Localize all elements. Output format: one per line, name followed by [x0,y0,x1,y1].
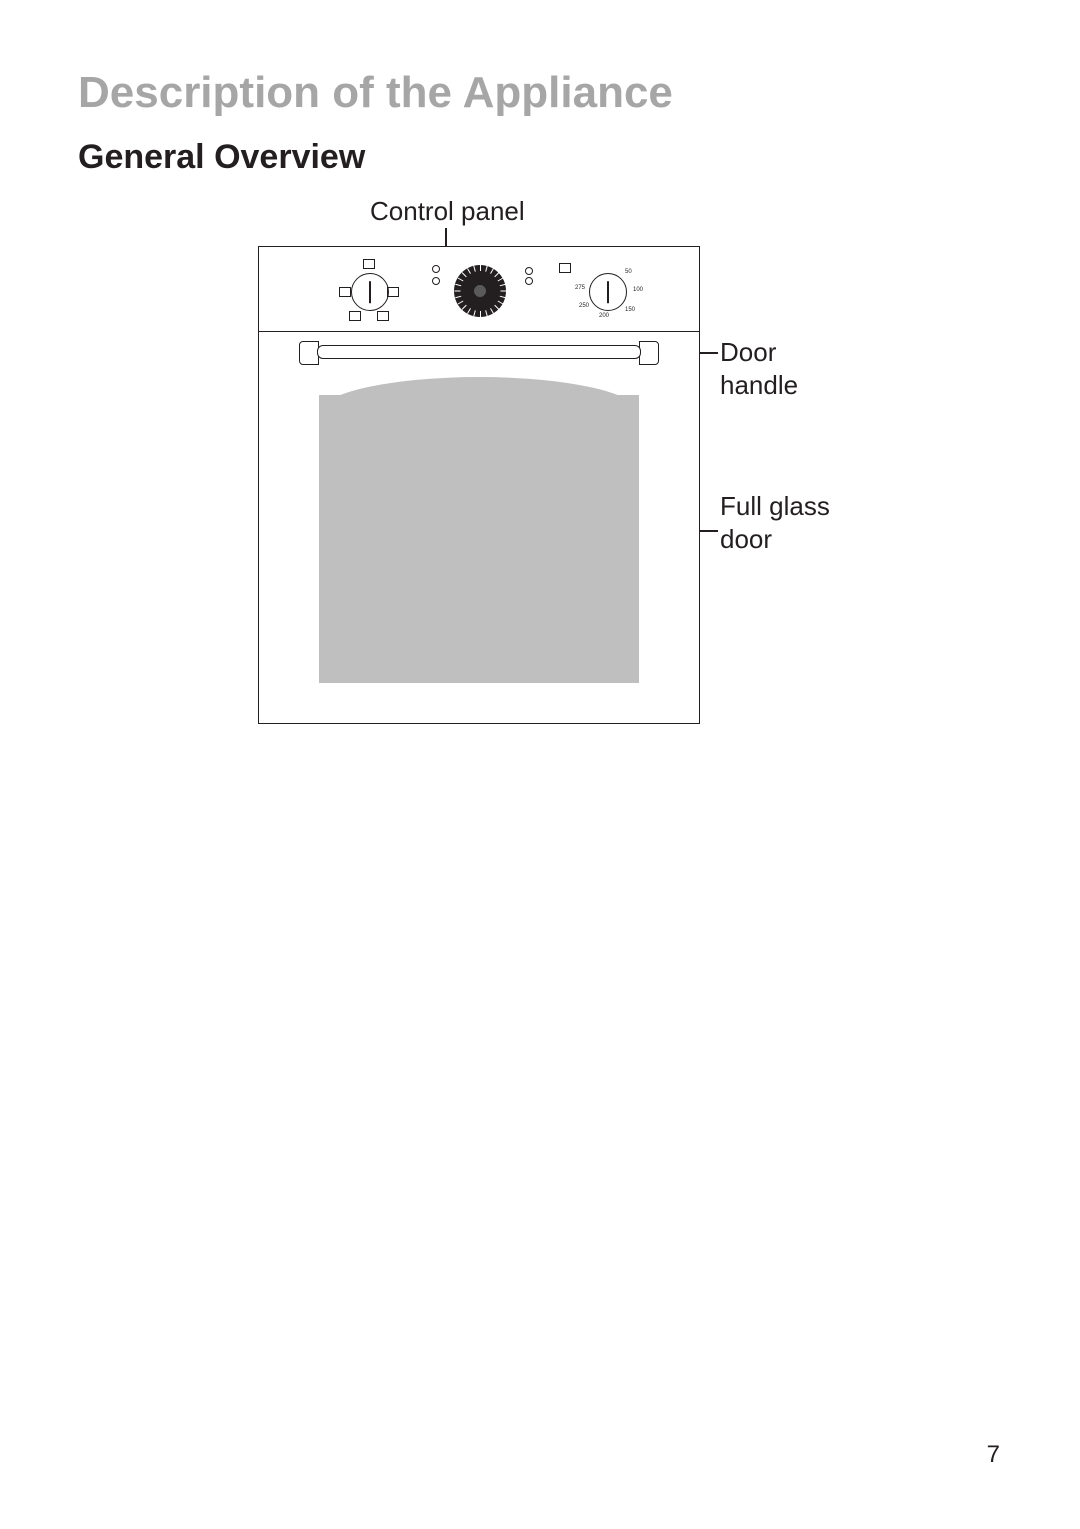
indicator-led [432,265,440,273]
timer-tick [494,272,499,277]
temp-tick-label: 50 [625,269,632,275]
mode-icon [377,311,389,321]
knob-pointer [607,281,609,303]
callout-door-handle: Door handle [720,336,798,401]
handle-bracket-right [639,341,659,365]
timer-tick [462,305,467,310]
mode-icon [387,287,399,297]
callout-door-handle-line1: Door [720,337,776,367]
control-panel-divider [259,331,699,332]
timer-tick [473,266,476,272]
temp-tick-label: 150 [625,307,635,313]
mode-icon [339,287,351,297]
timer-tick [462,272,467,277]
function-knob [351,273,389,311]
timer-tick [498,278,504,282]
timer-tick [485,310,488,316]
temp-tick-label: 250 [579,303,589,309]
page-title: Description of the Appliance [78,68,673,118]
oven-diagram: 50 100 150 200 250 275 [258,246,700,724]
glass-door [319,395,639,683]
indicator-led [525,277,533,285]
callout-full-glass-line2: door [720,524,772,554]
temp-tick-label: 100 [633,287,643,293]
mode-icon [363,259,375,269]
timer-tick [490,308,494,314]
page-number: 7 [987,1441,1000,1469]
indicator-led [432,277,440,285]
manual-page: Description of the Appliance General Ove… [0,0,1080,1529]
thermostat-icon [559,263,571,273]
timer-tick [500,284,506,287]
section-heading: General Overview [78,138,365,177]
timer-tick [458,278,464,282]
timer-tick [498,301,504,305]
timer-tick [490,268,494,274]
timer-dial [454,265,506,317]
timer-tick [494,305,499,310]
handle-bar [317,345,641,359]
timer-ticks [454,265,506,317]
timer-tick [467,268,471,274]
mode-icon [349,311,361,321]
timer-tick [473,310,476,316]
timer-tick [455,291,461,292]
callout-door-handle-line2: handle [720,370,798,400]
callout-control-panel: Control panel [370,195,525,228]
timer-tick [501,291,507,292]
timer-tick [480,265,481,271]
knob-pointer [369,281,371,303]
timer-tick [455,296,461,299]
temp-tick-label: 275 [575,285,585,291]
timer-tick [500,296,506,299]
timer-tick [485,266,488,272]
timer-tick [458,301,464,305]
temperature-knob [589,273,627,311]
callout-full-glass-line1: Full glass [720,491,830,521]
indicator-led [525,267,533,275]
timer-tick [467,308,471,314]
handle-bracket-left [299,341,319,365]
temp-tick-label: 200 [599,313,609,319]
timer-tick [480,311,481,317]
timer-tick [455,284,461,287]
callout-full-glass-door: Full glass door [720,490,830,555]
